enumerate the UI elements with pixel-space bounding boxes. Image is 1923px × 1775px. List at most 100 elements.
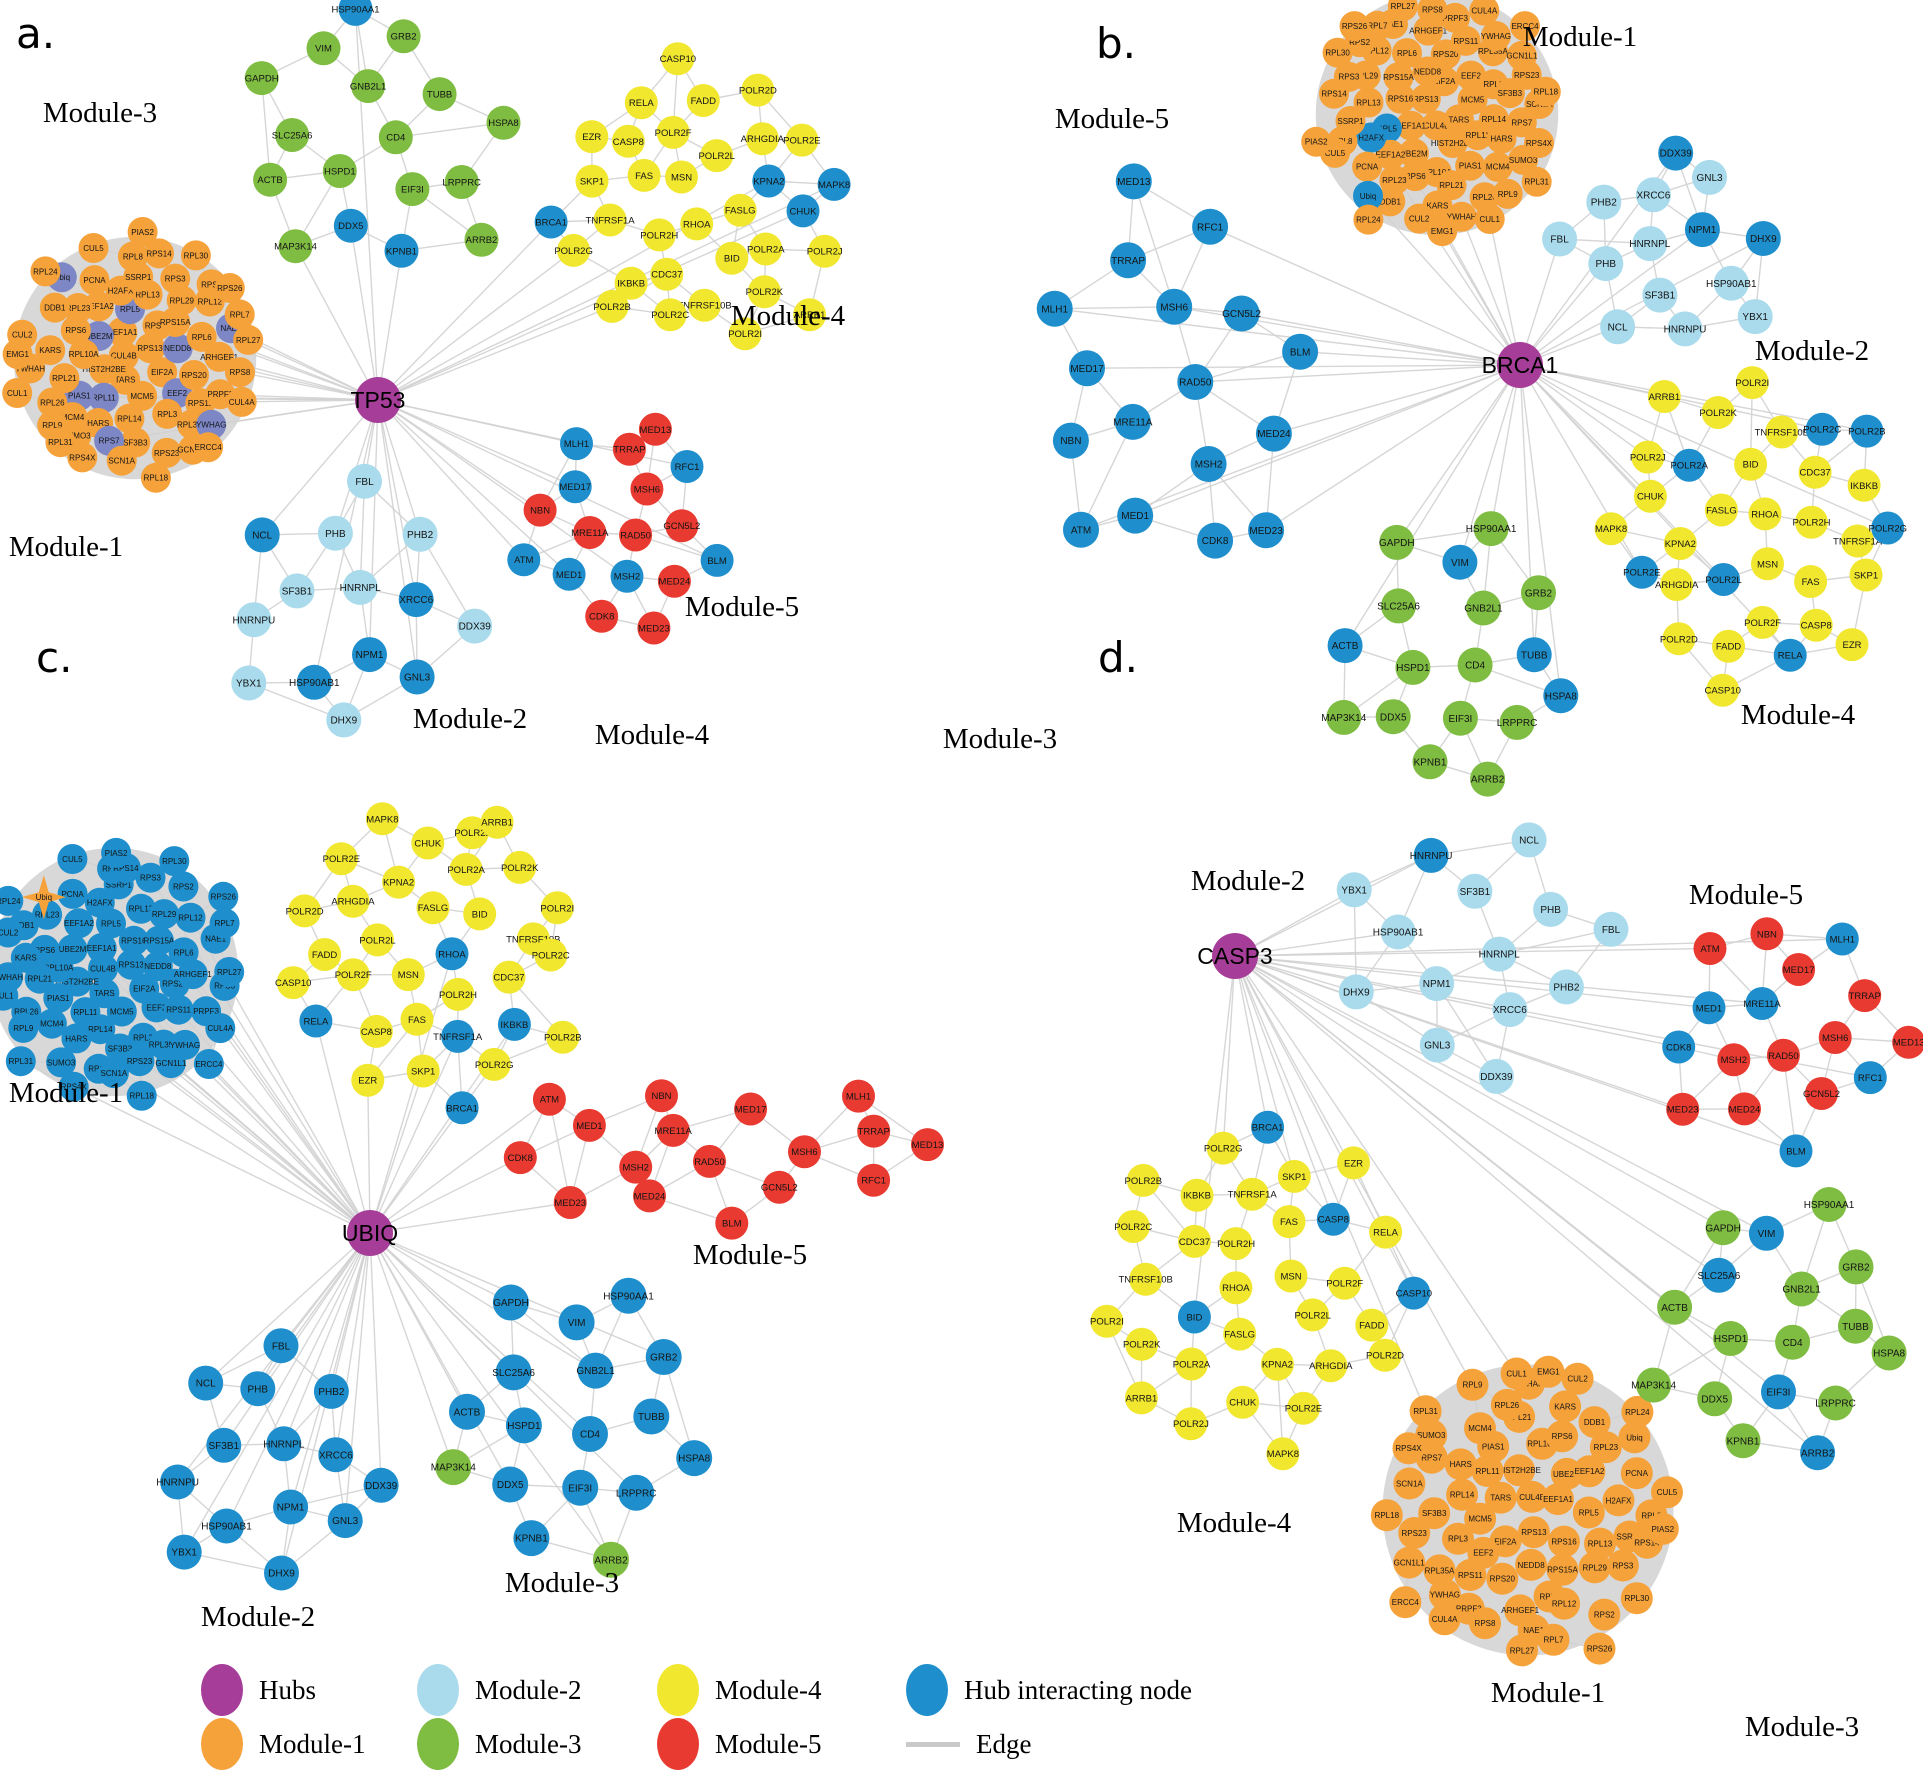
node-circle — [1672, 448, 1706, 482]
node-label: CD4 — [386, 133, 405, 144]
node-GCN1L1: GCN1L1 — [1393, 1546, 1425, 1579]
node-RPL13: RPL13 — [1353, 87, 1384, 118]
node-HARS: HARS — [1486, 123, 1517, 154]
node-circle — [1748, 497, 1782, 531]
node-ARRB2: ARRB2 — [1800, 1435, 1836, 1471]
node-label: EZR — [358, 1076, 377, 1087]
node-label: SUMO3 — [62, 431, 91, 440]
node-circle — [1811, 1187, 1847, 1222]
node-circle — [1486, 123, 1517, 154]
node-MAP3K14: MAP3K14 — [1631, 1367, 1677, 1403]
node-circle — [1375, 699, 1411, 735]
node-label: RPL13 — [135, 290, 160, 299]
hub-edge — [1234, 947, 1711, 957]
node-label: RPS15A — [1547, 1566, 1578, 1575]
node-circle — [206, 1427, 242, 1463]
node-POLR2C: POLR2C — [651, 298, 689, 332]
node-label: FADD — [1716, 642, 1741, 653]
node-ARRB2: ARRB2 — [464, 222, 499, 257]
node-POLR2J: POLR2J — [454, 816, 491, 850]
node-label: POLR2J — [1630, 453, 1666, 464]
node-circle — [633, 1179, 666, 1213]
node-label: BRCA1 — [446, 1103, 478, 1114]
hub-edge — [294, 245, 379, 401]
node-circle — [1116, 1210, 1150, 1243]
node-circle — [1600, 309, 1636, 345]
node-MSH6: MSH6 — [788, 1135, 821, 1169]
node-PHB2: PHB2 — [1586, 184, 1622, 220]
node-circle — [1705, 1210, 1741, 1246]
node-label: MED13 — [640, 425, 672, 436]
node-label: TRRAP — [1111, 256, 1145, 267]
node-label: TRRAP — [1849, 991, 1881, 1002]
panel-c-labels: c.Module-4Module-5Module-1Module-2Module… — [9, 633, 807, 1633]
node-label: HSPA8 — [488, 118, 518, 129]
node-RPL26: RPL26 — [1490, 1388, 1523, 1421]
node-label: POLR2I — [1090, 1317, 1124, 1328]
node-label: RFC1 — [861, 1176, 886, 1187]
node-ERCC4: ERCC4 — [1510, 11, 1540, 42]
node-HSP90AA1: HSP90AA1 — [331, 0, 380, 26]
node-CASP8: CASP8 — [611, 124, 645, 158]
node-label: RPS23 — [1402, 1529, 1428, 1538]
node-RPL6: RPL6 — [1392, 38, 1422, 69]
node-label: RPS13 — [1521, 1528, 1547, 1537]
node-circle — [1646, 1512, 1679, 1545]
node-circle — [395, 172, 430, 207]
node-label: EMG1 — [1431, 227, 1454, 236]
node-label: SF3B3 — [108, 1044, 133, 1053]
node-circle — [1712, 629, 1745, 663]
node-RPS4X: RPS4X — [58, 1071, 89, 1102]
node-label: CUL4A — [1432, 1615, 1458, 1624]
edge — [1499, 928, 1612, 955]
node-HSP90AB1: HSP90AB1 — [1373, 914, 1424, 950]
node-circle — [1484, 1481, 1517, 1514]
node-label: MED17 — [735, 1105, 767, 1116]
node-RPS6: RPS6 — [60, 315, 91, 346]
node-circle — [1392, 1432, 1425, 1465]
node-circle — [1693, 932, 1727, 965]
node-circle — [1625, 555, 1659, 589]
node-label: MSH6 — [1822, 1033, 1848, 1044]
node-label: IKBKB — [1183, 1191, 1211, 1202]
node-label: MED17 — [1783, 965, 1815, 976]
node-MAP3K14: MAP3K14 — [274, 229, 317, 264]
node-circle — [1542, 1483, 1574, 1516]
node-circle — [486, 105, 521, 140]
node-FASLG: FASLG — [1223, 1317, 1257, 1351]
node-circle — [593, 1541, 629, 1578]
node-circle — [1352, 151, 1383, 182]
node-circle — [1478, 1058, 1514, 1094]
node-circle — [127, 217, 158, 247]
node-label: BID — [724, 254, 740, 265]
node-label: HNRNPU — [1410, 851, 1453, 862]
node-label: SF3B1 — [282, 587, 313, 598]
node-GAPDH: GAPDH — [1705, 1210, 1741, 1246]
node-circle — [399, 659, 435, 695]
node-EZR: EZR — [1835, 628, 1869, 662]
node-label: MED13 — [912, 1140, 944, 1151]
node-label: TNFRSF1A — [433, 1032, 483, 1043]
node-CASP8: CASP8 — [1799, 608, 1833, 642]
node-TNFRSF1A: TNFRSF1A — [586, 203, 635, 237]
node-circle — [1180, 1178, 1214, 1212]
node-RPL31: RPL31 — [45, 427, 76, 458]
node-label: POLR2A — [447, 865, 485, 876]
node-DDX5: DDX5 — [1375, 699, 1411, 735]
node-circle — [188, 1365, 224, 1401]
hub-edge — [208, 1063, 371, 1234]
node-label: RPL9 — [13, 1024, 34, 1033]
node-label: POLR2L — [1294, 1310, 1330, 1321]
node-circle — [1219, 1227, 1253, 1261]
node-RPL18: RPL18 — [126, 1080, 157, 1111]
node-DHX9: DHX9 — [1338, 974, 1374, 1010]
node-circle — [60, 315, 91, 346]
node-label: ARHGEF1 — [200, 353, 238, 362]
node-MED23: MED23 — [637, 611, 671, 645]
node-circle — [610, 559, 644, 593]
hub-node-CASP3: CASP3 — [1197, 933, 1273, 979]
node-MCM4: MCM4 — [1482, 151, 1513, 182]
node-POLR2E: POLR2E — [1623, 555, 1661, 589]
node-circle — [57, 844, 88, 874]
